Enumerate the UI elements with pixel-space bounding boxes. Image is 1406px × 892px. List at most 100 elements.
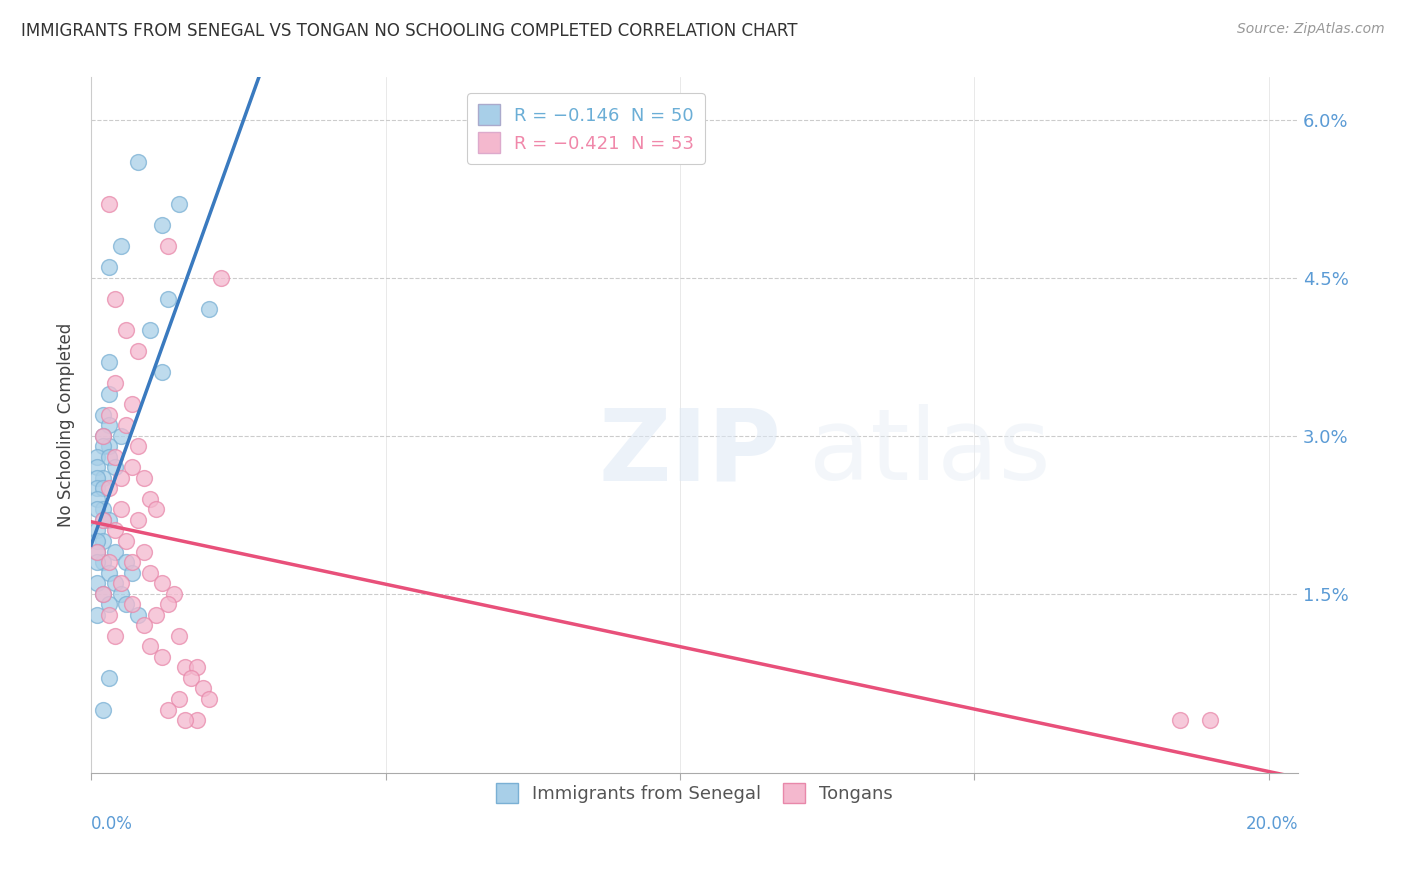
Point [110, 587, 132, 601]
Point [86, 544, 108, 558]
Point [97, 450, 120, 464]
Point [91, 502, 114, 516]
Point [104, 292, 127, 306]
Point [86, 450, 108, 464]
Point [150, 218, 173, 232]
Point [139, 566, 162, 580]
Point [191, 681, 214, 696]
Point [169, 197, 191, 211]
Point [86, 481, 108, 495]
Point [97, 439, 120, 453]
Point [104, 629, 127, 643]
Point [104, 460, 127, 475]
Point [97, 197, 120, 211]
Point [150, 576, 173, 591]
Point [180, 671, 202, 685]
Point [156, 597, 179, 611]
Point [121, 597, 143, 611]
Point [134, 618, 156, 632]
Point [145, 502, 167, 516]
Point [97, 555, 120, 569]
Point [1198, 713, 1220, 727]
Point [97, 671, 120, 685]
Point [150, 649, 173, 664]
Point [110, 239, 132, 253]
Point [110, 576, 132, 591]
Point [91, 513, 114, 527]
Point [198, 692, 221, 706]
Point [86, 524, 108, 538]
Point [86, 576, 108, 591]
Point [86, 460, 108, 475]
Point [110, 502, 132, 516]
Point [169, 692, 191, 706]
Point [115, 323, 138, 337]
Point [104, 524, 127, 538]
Point [97, 513, 120, 527]
Legend: Immigrants from Senegal, Tongans: Immigrants from Senegal, Tongans [488, 773, 903, 813]
Point [91, 428, 114, 442]
Point [97, 355, 120, 369]
Point [121, 460, 143, 475]
Text: 20.0%: 20.0% [1246, 815, 1298, 833]
Point [186, 713, 208, 727]
Text: Source: ZipAtlas.com: Source: ZipAtlas.com [1237, 22, 1385, 37]
Point [104, 544, 127, 558]
Point [97, 418, 120, 433]
Point [110, 428, 132, 442]
Point [127, 344, 149, 359]
Point [91, 555, 114, 569]
Point [91, 428, 114, 442]
Point [86, 533, 108, 548]
Point [134, 544, 156, 558]
Point [86, 555, 108, 569]
Point [91, 702, 114, 716]
Point [127, 439, 149, 453]
Point [104, 376, 127, 390]
Point [86, 607, 108, 622]
Point [127, 154, 149, 169]
Point [174, 713, 197, 727]
Point [162, 587, 184, 601]
Point [97, 481, 120, 495]
Point [198, 302, 221, 317]
Point [104, 450, 127, 464]
Point [97, 260, 120, 274]
Point [91, 408, 114, 422]
Point [1168, 713, 1191, 727]
Point [150, 366, 173, 380]
Point [121, 566, 143, 580]
Point [97, 408, 120, 422]
Text: atlas: atlas [810, 404, 1050, 501]
Point [121, 397, 143, 411]
Point [156, 292, 179, 306]
Point [139, 640, 162, 654]
Point [174, 660, 197, 674]
Point [209, 270, 232, 285]
Point [127, 513, 149, 527]
Point [86, 502, 108, 516]
Point [115, 555, 138, 569]
Point [91, 471, 114, 485]
Point [115, 597, 138, 611]
Text: 0.0%: 0.0% [91, 815, 134, 833]
Point [97, 607, 120, 622]
Point [97, 566, 120, 580]
Point [121, 555, 143, 569]
Point [186, 660, 208, 674]
Point [86, 491, 108, 506]
Point [156, 702, 179, 716]
Point [156, 239, 179, 253]
Point [134, 471, 156, 485]
Point [110, 471, 132, 485]
Point [97, 386, 120, 401]
Point [127, 607, 149, 622]
Point [91, 533, 114, 548]
Point [97, 597, 120, 611]
Point [145, 607, 167, 622]
Point [91, 587, 114, 601]
Point [91, 439, 114, 453]
Point [91, 481, 114, 495]
Y-axis label: No Schooling Completed: No Schooling Completed [58, 323, 75, 527]
Point [86, 471, 108, 485]
